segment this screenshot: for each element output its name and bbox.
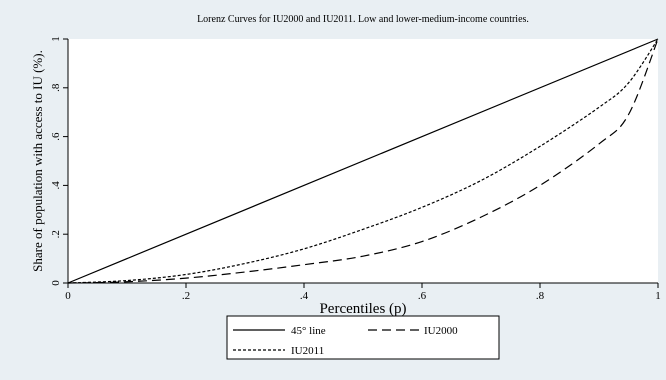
x-tick-label: .4 — [300, 290, 309, 302]
y-tick-label: .8 — [50, 83, 62, 92]
x-tick-label: 0 — [65, 290, 71, 302]
y-tick-label: 0 — [50, 280, 62, 286]
x-tick-label: .2 — [182, 290, 190, 302]
y-tick-label: .2 — [50, 230, 62, 238]
series-lines — [67, 38, 659, 284]
series-line-45-line — [67, 38, 659, 284]
y-axis-label: Share of population with access to IU (%… — [30, 50, 45, 272]
series-line-iu2000 — [67, 38, 659, 284]
y-tick-label: .6 — [50, 132, 62, 141]
x-tick-label: .6 — [418, 290, 427, 302]
legend-label-iu2000: IU2000 — [424, 325, 458, 337]
axes: 0 .2 .4 .6 .8 1 0 .2 .4 .6 .8 1 — [50, 36, 661, 302]
y-tick-label: .4 — [50, 181, 62, 190]
legend: 45° line IU2000 IU2011 — [226, 315, 500, 360]
legend-box — [226, 315, 500, 360]
x-axis-label: Percentiles (p) — [319, 301, 406, 317]
x-tick-label: .8 — [536, 290, 545, 302]
chart-title: Lorenz Curves for IU2000 and IU2011. Low… — [197, 14, 529, 25]
series-line-iu2011 — [67, 38, 659, 284]
legend-label-iu2011: IU2011 — [291, 345, 324, 357]
legend-label-45-line: 45° line — [291, 325, 326, 337]
y-tick-label: 1 — [50, 36, 62, 42]
x-tick-label: 1 — [655, 290, 661, 302]
